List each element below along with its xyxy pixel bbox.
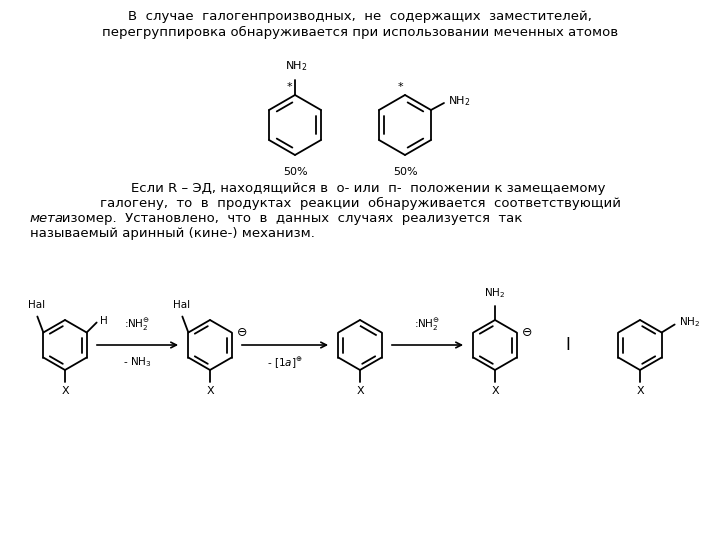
Text: *: * bbox=[397, 82, 403, 92]
Text: Hal: Hal bbox=[28, 300, 45, 310]
Text: NH$_2$: NH$_2$ bbox=[284, 59, 307, 73]
Text: NH$_2$: NH$_2$ bbox=[448, 94, 471, 108]
Text: X: X bbox=[356, 386, 364, 396]
Text: перегруппировка обнаруживается при использовании меченных атомов: перегруппировка обнаруживается при испол… bbox=[102, 26, 618, 39]
Text: H: H bbox=[99, 315, 107, 326]
Text: - NH$_3$: - NH$_3$ bbox=[123, 355, 152, 369]
Text: NH$_2$: NH$_2$ bbox=[679, 315, 700, 329]
Text: $\ominus$: $\ominus$ bbox=[235, 326, 247, 339]
Text: 50%: 50% bbox=[283, 167, 307, 177]
Text: 50%: 50% bbox=[392, 167, 418, 177]
Text: Если R – ЭД, находящийся в  о- или  п-  положении к замещаемому: Если R – ЭД, находящийся в о- или п- пол… bbox=[114, 182, 606, 195]
Text: называемый аринный (кине-) механизм.: называемый аринный (кине-) механизм. bbox=[30, 227, 315, 240]
Text: $\ominus$: $\ominus$ bbox=[521, 326, 532, 339]
Text: X: X bbox=[491, 386, 499, 396]
Text: мета: мета bbox=[30, 212, 64, 225]
Text: Hal: Hal bbox=[173, 300, 190, 310]
Text: галогену,  то  в  продуктах  реакции  обнаруживается  соответствующий: галогену, то в продуктах реакции обнаруж… bbox=[99, 197, 621, 210]
Text: NH$_2$: NH$_2$ bbox=[485, 286, 505, 300]
Text: X: X bbox=[206, 386, 214, 396]
Text: :NH$_2^{\ominus}$: :NH$_2^{\ominus}$ bbox=[125, 317, 150, 333]
Text: В  случае  галогенпроизводных,  не  содержащих  заместителей,: В случае галогенпроизводных, не содержащ… bbox=[128, 10, 592, 23]
Text: :NH$_2^{\ominus}$: :NH$_2^{\ominus}$ bbox=[415, 317, 441, 333]
Text: I: I bbox=[565, 336, 570, 354]
Text: - $[1a]^{\oplus}$: - $[1a]^{\oplus}$ bbox=[267, 355, 303, 370]
Text: X: X bbox=[636, 386, 644, 396]
Text: -изомер.  Установлено,  что  в  данных  случаях  реализуется  так: -изомер. Установлено, что в данных случа… bbox=[57, 212, 523, 225]
Text: *: * bbox=[287, 82, 292, 92]
Text: X: X bbox=[61, 386, 69, 396]
